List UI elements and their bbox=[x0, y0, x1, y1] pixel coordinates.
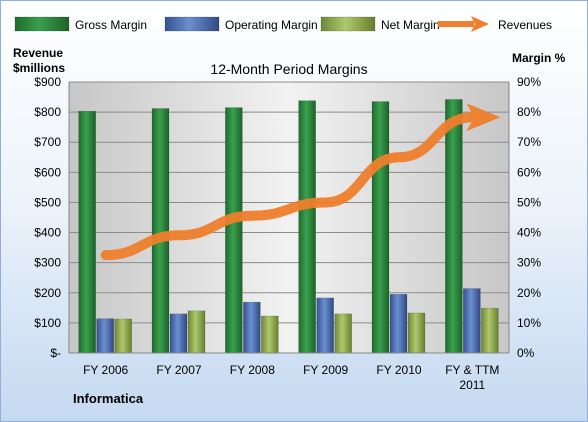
x-tick-label: 2011 bbox=[459, 378, 485, 392]
bar-gross-margin bbox=[78, 110, 96, 354]
y-left-tick-label: $700 bbox=[34, 135, 61, 149]
y-right-tick-label: 80% bbox=[517, 105, 541, 119]
y-left-tick-label: $- bbox=[50, 346, 61, 360]
bar-net-margin bbox=[407, 312, 426, 354]
y-left-tick-label: $600 bbox=[34, 165, 61, 179]
y-left-tick-label: $500 bbox=[34, 195, 61, 209]
bar-net-margin bbox=[334, 313, 352, 354]
legend-swatch bbox=[320, 16, 376, 32]
x-tick-label: FY & TTM bbox=[445, 363, 499, 377]
y-right-tick-label: 0% bbox=[517, 346, 535, 360]
chart-title: 12-Month Period Margins bbox=[210, 61, 367, 77]
bar-operating-margin bbox=[463, 288, 481, 354]
bar-operating-margin bbox=[96, 318, 114, 354]
plot-area bbox=[69, 82, 509, 353]
revenue-line bbox=[100, 103, 501, 261]
y-right-tick-label: 90% bbox=[517, 75, 541, 89]
x-tick-label: FY 2010 bbox=[376, 363, 421, 377]
bar-gross-margin bbox=[445, 99, 463, 354]
y-left-tick-label: $800 bbox=[34, 105, 61, 119]
company-label: Informatica bbox=[73, 391, 144, 406]
y-left-tick-label: $900 bbox=[34, 75, 61, 89]
y-right-tick-label: 40% bbox=[517, 226, 541, 240]
x-tick-label: FY 2009 bbox=[303, 363, 348, 377]
y-right-tick-label: 30% bbox=[517, 256, 541, 270]
y-right-tick-label: 70% bbox=[517, 135, 541, 149]
bar-net-margin bbox=[114, 318, 132, 354]
x-tick-label: FY 2006 bbox=[83, 363, 128, 377]
y-right-tick-label: 50% bbox=[517, 195, 541, 209]
bar-gross-margin bbox=[371, 101, 390, 354]
legend-label: Operating Margin bbox=[225, 18, 318, 32]
y-left-tick-label: $100 bbox=[34, 316, 61, 330]
y-left-tick-label: $400 bbox=[34, 226, 61, 240]
x-tick-label: FY 2008 bbox=[230, 363, 275, 377]
y-right-tick-label: 60% bbox=[517, 165, 541, 179]
bar-operating-margin bbox=[316, 297, 334, 354]
legend-swatch bbox=[164, 16, 220, 32]
y-right-tick-label: 10% bbox=[517, 316, 541, 330]
y-left-tick-label: $200 bbox=[34, 286, 61, 300]
bar-net-margin bbox=[261, 315, 279, 354]
bar-net-margin bbox=[481, 307, 499, 354]
legend-label: Revenues bbox=[498, 18, 552, 32]
bar-gross-margin bbox=[151, 108, 170, 354]
y-left-axis-label: $millions bbox=[13, 61, 65, 75]
y-left-axis-label: Revenue bbox=[13, 46, 63, 60]
legend-label: Gross Margin bbox=[75, 18, 147, 32]
bar-gross-margin bbox=[298, 100, 316, 354]
bar-operating-margin bbox=[243, 301, 261, 354]
bar-net-margin bbox=[187, 310, 206, 354]
legend-swatch bbox=[14, 16, 70, 32]
bar-operating-margin bbox=[169, 313, 188, 354]
y-right-tick-label: 20% bbox=[517, 286, 541, 300]
bar-operating-margin bbox=[389, 294, 408, 354]
y-right-axis-label: Margin % bbox=[512, 51, 566, 65]
x-tick-label: FY 2007 bbox=[156, 363, 201, 377]
legend-label: Net Margin bbox=[381, 18, 440, 32]
bar-gross-margin bbox=[225, 107, 243, 354]
y-left-tick-label: $300 bbox=[34, 256, 61, 270]
